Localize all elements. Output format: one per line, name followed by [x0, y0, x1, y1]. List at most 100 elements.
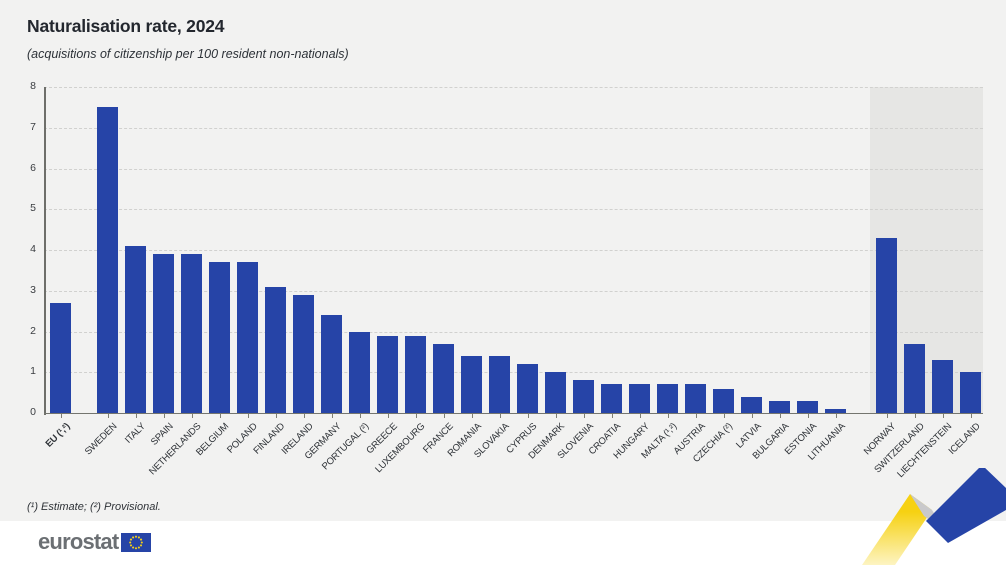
x-axis-baseline — [44, 413, 983, 414]
bar — [713, 388, 734, 413]
eu-flag-icon — [121, 532, 152, 552]
x-axis-tick — [527, 414, 529, 418]
x-axis-tick — [695, 414, 697, 418]
ribbon-blue-segment — [926, 468, 1006, 543]
bar — [876, 237, 897, 413]
x-axis-label: SWEDEN — [82, 421, 120, 458]
x-axis-tick — [639, 414, 641, 418]
eu-flag-star — [135, 546, 138, 549]
x-axis-tick — [914, 414, 916, 418]
x-axis-tick — [555, 414, 557, 418]
y-axis-tick-label: 1 — [30, 365, 36, 378]
y-axis-tick-label: 8 — [30, 80, 36, 92]
bar — [932, 360, 953, 413]
y-axis-tick-label: 6 — [30, 161, 36, 174]
bar — [545, 372, 566, 413]
bar — [153, 254, 174, 413]
bar — [573, 380, 594, 413]
x-axis-tick — [970, 414, 972, 418]
x-axis-tick — [275, 414, 277, 418]
gridline — [44, 127, 983, 129]
x-axis-tick — [247, 414, 249, 418]
x-axis-tick — [583, 414, 585, 418]
bar — [489, 355, 510, 413]
bar — [50, 302, 71, 413]
x-axis-tick — [415, 414, 417, 418]
bar — [461, 355, 482, 413]
y-axis-tick-label: 3 — [30, 283, 36, 296]
x-axis-tick — [107, 414, 109, 418]
x-axis-tick — [219, 414, 221, 418]
bar — [685, 384, 706, 413]
bar — [960, 372, 981, 413]
bar — [209, 262, 230, 413]
eu-flag-star — [140, 543, 143, 546]
eu-flag-star — [129, 540, 132, 544]
gridline — [44, 209, 983, 211]
x-axis-tick — [499, 414, 501, 418]
eu-flag-star — [130, 538, 133, 541]
footnote: (¹) Estimate; (²) Provisional. — [27, 501, 161, 513]
bar — [97, 107, 118, 413]
eu-flag-star — [141, 540, 144, 544]
ribbon-yellow-segment — [862, 494, 932, 565]
y-axis — [44, 87, 46, 415]
bar — [825, 408, 846, 413]
footer-band: eurostat — [0, 521, 1006, 565]
eu-flag-star — [135, 535, 138, 538]
eu-flag-star — [140, 538, 143, 541]
bar — [904, 343, 925, 413]
eu-flag-star — [138, 535, 141, 539]
x-axis-tick — [331, 414, 333, 418]
bar — [181, 254, 202, 413]
eu-flag-star — [132, 545, 135, 549]
bar — [265, 286, 286, 413]
x-axis-tick — [667, 414, 669, 418]
bar — [657, 384, 678, 413]
gridline — [44, 372, 983, 374]
bar — [629, 384, 650, 413]
bar — [125, 245, 146, 413]
page-subtitle: (acquisitions of citizenship per 100 res… — [27, 47, 349, 61]
x-axis-tick — [359, 414, 361, 418]
y-axis-tick-label: 7 — [30, 120, 36, 133]
x-axis-tick — [163, 414, 165, 418]
decorative-ribbon — [862, 468, 1006, 565]
bar — [321, 315, 342, 413]
x-axis-tick — [807, 414, 809, 418]
bar — [741, 396, 762, 413]
bar — [797, 400, 818, 413]
x-axis-tick — [471, 414, 473, 418]
gridline — [44, 87, 983, 88]
gridline — [44, 168, 983, 170]
y-axis-tick-label: 4 — [30, 243, 36, 255]
page-title: Naturalisation rate, 2024 — [27, 16, 225, 36]
x-axis-tick — [387, 414, 389, 418]
x-axis-tick — [835, 414, 837, 418]
eu-flag-star — [138, 545, 141, 549]
bar — [293, 294, 314, 413]
x-axis-tick — [611, 414, 613, 418]
x-axis-label: LUXEMBOURG — [373, 421, 428, 476]
eurostat-logo: eurostat — [38, 529, 152, 554]
x-axis-tick — [191, 414, 193, 418]
bar — [377, 335, 398, 413]
eu-flag-star — [132, 535, 135, 539]
bar — [433, 343, 454, 413]
x-axis-tick — [751, 414, 753, 418]
bar — [517, 364, 538, 413]
gridline — [44, 250, 983, 251]
gridline — [44, 331, 983, 333]
y-axis-tick-label: 2 — [30, 324, 36, 337]
x-axis-tick — [303, 414, 305, 418]
y-axis-tick-label: 0 — [30, 406, 36, 418]
x-axis-label: EU (¹,²) — [43, 421, 73, 450]
x-axis-tick — [135, 414, 137, 418]
bar — [405, 335, 426, 413]
x-axis-tick — [723, 414, 725, 418]
x-axis-tick — [886, 414, 888, 418]
x-axis-tick — [443, 414, 445, 418]
eurostat-logo-text: eurostat — [38, 529, 119, 554]
